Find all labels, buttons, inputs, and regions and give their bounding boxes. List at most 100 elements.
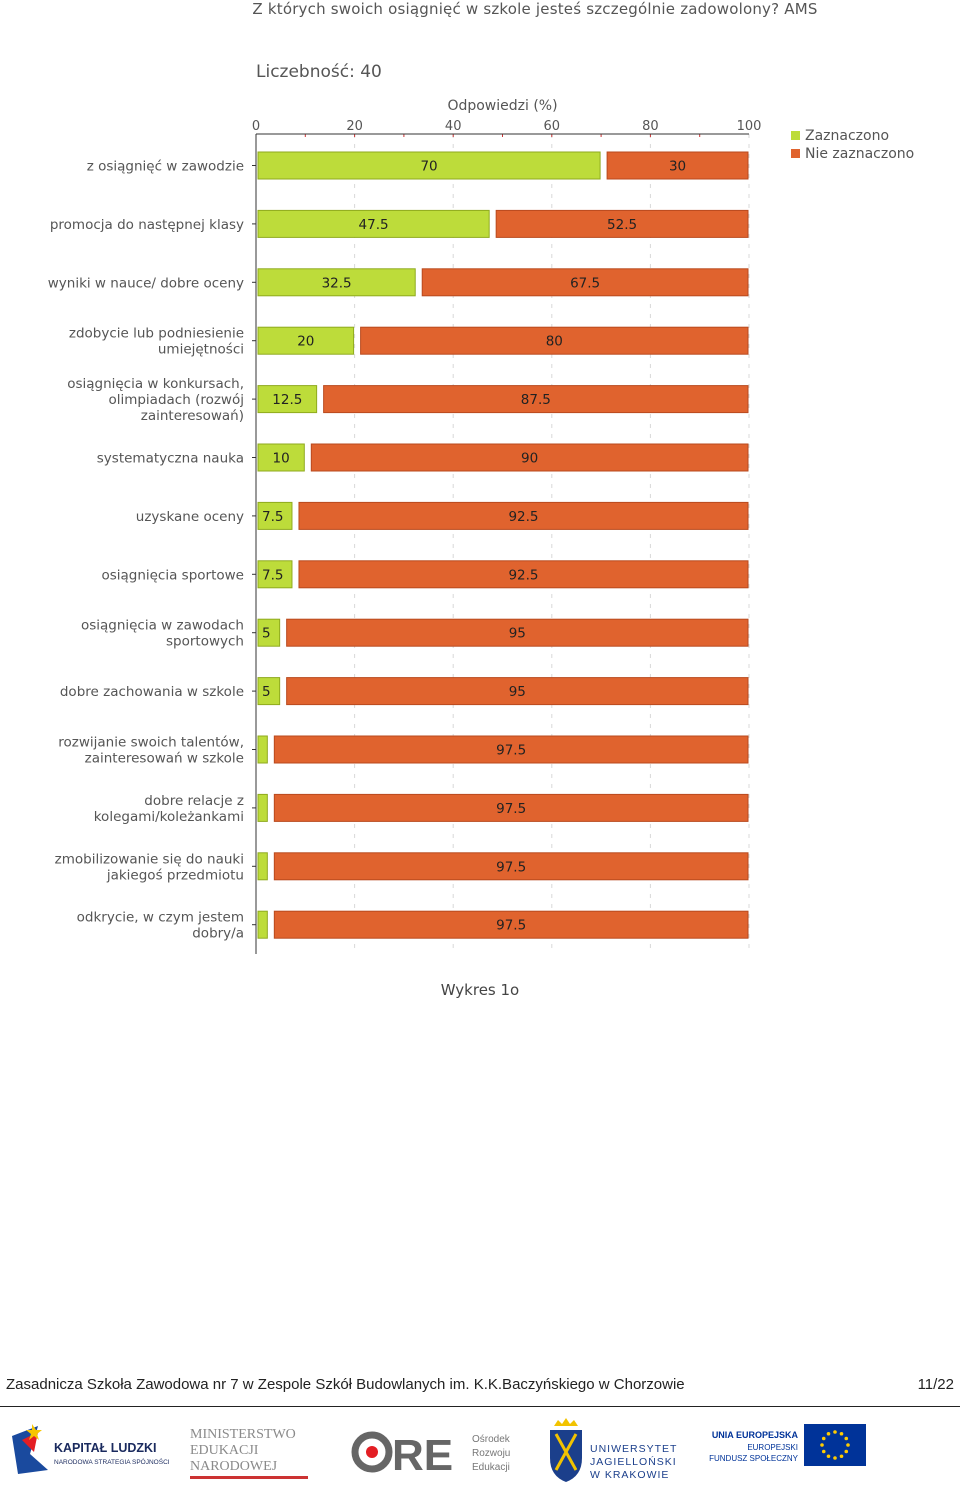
bar-value-label: 20	[297, 334, 314, 350]
category-label: promocja do następnej klasy	[50, 217, 244, 233]
bar-value-label: 97.5	[496, 801, 526, 817]
bar-zaznaczono	[257, 268, 416, 297]
category-label: zainteresowań w szkole	[85, 751, 244, 767]
bar-zaznaczono	[257, 209, 490, 238]
legend-label: Nie zaznaczono	[805, 146, 914, 162]
unia-europejska-efs-logo: UNIA EUROPEJSKA EUROPEJSKI FUNDUSZ SPOŁE…	[709, 1424, 866, 1466]
category-label: sportowych	[166, 634, 244, 650]
sample-size-label: Liczebność: 40	[256, 62, 382, 82]
bar-value-label: 97.5	[496, 918, 526, 934]
footer-divider	[0, 1406, 960, 1407]
bar-nie-zaznaczono	[310, 443, 749, 472]
category-label: z osiągnięć w zawodzie	[87, 159, 244, 175]
bar-value-label: 95	[509, 626, 526, 642]
bar-value-label: 92.5	[508, 509, 538, 525]
eu-stars-icon	[820, 1430, 850, 1460]
category-label: dobry/a	[192, 926, 244, 942]
uj-line-3: W KRAKOWIE	[590, 1469, 669, 1481]
footer-page-number: 11/22	[917, 1376, 954, 1393]
ore-wordmark: RE	[392, 1431, 453, 1480]
bar-nie-zaznaczono	[286, 618, 749, 647]
bar-nie-zaznaczono	[273, 852, 749, 881]
kl-name: KAPITAŁ LUDZKI	[54, 1441, 157, 1455]
bar-zaznaczono	[257, 910, 268, 939]
ue-line-3: FUNDUSZ SPOŁECZNY	[709, 1454, 799, 1463]
category-label: odkrycie, w czym jestem	[77, 910, 244, 926]
category-label: kolegami/koleżankami	[94, 809, 244, 825]
eu-star	[839, 1431, 844, 1436]
kl-shape-blue-icon	[12, 1426, 48, 1474]
eu-star	[826, 1431, 831, 1436]
category-label: rozwijanie swoich talentów,	[58, 735, 244, 751]
category-label: zdobycie lub podniesienie	[69, 326, 244, 342]
bar-value-label: 80	[546, 334, 563, 350]
eu-star	[821, 1436, 826, 1441]
bar-value-label: 5	[262, 626, 271, 642]
eu-star	[826, 1454, 831, 1459]
bar-nie-zaznaczono	[360, 326, 749, 355]
bar-nie-zaznaczono	[323, 385, 749, 414]
bar-value-label: 87.5	[521, 392, 551, 408]
uj-crown-icon	[554, 1418, 578, 1426]
x-tick-label: 100	[737, 119, 762, 134]
eu-star	[844, 1436, 849, 1441]
footer-school-name: Zasadnicza Szkoła Zawodowa nr 7 w Zespol…	[6, 1376, 685, 1393]
bar-nie-zaznaczono	[286, 677, 749, 706]
men-line-2: EDUKACJI	[190, 1443, 259, 1458]
bar-nie-zaznaczono	[421, 268, 749, 297]
x-tick-label: 0	[252, 119, 260, 134]
category-label: wyniki w nauce/ dobre oceny	[48, 275, 244, 291]
bar-value-label: 12.5	[272, 392, 302, 408]
eu-star	[833, 1456, 837, 1460]
category-label: zainteresowań)	[141, 408, 244, 424]
kl-shape-red-icon	[22, 1432, 38, 1452]
bar-value-label: 5	[262, 684, 271, 700]
bar-value-label: 10	[273, 451, 290, 467]
x-tick-label: 20	[346, 119, 363, 134]
bar-zaznaczono	[257, 852, 268, 881]
bar-value-label: 92.5	[508, 567, 538, 583]
bar-value-label: 97.5	[496, 743, 526, 759]
men-line-1: MINISTERSTWO	[190, 1427, 296, 1442]
ore-line-3: Edukacji	[472, 1462, 510, 1473]
figure-caption: Wykres 1o	[440, 981, 520, 999]
x-axis-title: Odpowiedzi (%)	[447, 98, 557, 114]
eu-star	[833, 1430, 837, 1434]
bar-zaznaczono	[257, 677, 281, 706]
bar-value-label: 67.5	[570, 275, 600, 291]
category-label: jakiegoś przedmiotu	[106, 867, 244, 883]
category-label: umiejętności	[158, 342, 244, 358]
bar-value-label: 52.5	[607, 217, 637, 233]
category-label: zmobilizowanie się do nauki	[55, 851, 244, 867]
x-tick-label: 80	[642, 119, 659, 134]
bar-zaznaczono	[257, 326, 355, 355]
bar-zaznaczono	[257, 735, 268, 764]
bar-zaznaczono	[257, 443, 305, 472]
ore-line-1: Ośrodek	[472, 1434, 511, 1445]
ore-ring-icon	[351, 1431, 393, 1473]
ore-dot-icon	[366, 1446, 378, 1458]
bar-value-label: 47.5	[359, 217, 389, 233]
category-label: dobre zachowania w szkole	[60, 684, 244, 700]
ore-line-2: Rozwoju	[472, 1448, 510, 1459]
bar-value-label: 70	[420, 159, 437, 175]
bar-value-label: 7.5	[262, 509, 283, 525]
ore-logo: RE Ośrodek Rozwoju Edukacji	[351, 1431, 511, 1480]
uj-shield-icon	[550, 1430, 582, 1482]
bar-zaznaczono	[257, 385, 318, 414]
bar-value-label: 32.5	[322, 275, 352, 291]
bar-nie-zaznaczono	[298, 560, 749, 589]
ue-line-2: EUROPEJSKI	[747, 1443, 798, 1452]
x-tick-label: 40	[445, 119, 462, 134]
men-line-3: NARODOWEJ	[190, 1459, 278, 1474]
legend-swatch	[791, 149, 800, 158]
uj-line-2: JAGIELLOŃSKI	[590, 1455, 677, 1468]
eu-star	[821, 1449, 826, 1454]
kl-subtitle: NARODOWA STRATEGIA SPÓJNOŚCI	[54, 1457, 170, 1466]
bar-nie-zaznaczono	[298, 501, 749, 530]
uniwersytet-jagiellonski-logo: UNIWERSYTET JAGIELLOŃSKI W KRAKOWIE	[550, 1418, 677, 1482]
men-underline-red	[190, 1476, 308, 1479]
bar-nie-zaznaczono	[273, 793, 749, 822]
x-tick-label: 60	[544, 119, 561, 134]
kapital-ludzki-logo: KAPITAŁ LUDZKI NARODOWA STRATEGIA SPÓJNO…	[12, 1424, 170, 1474]
